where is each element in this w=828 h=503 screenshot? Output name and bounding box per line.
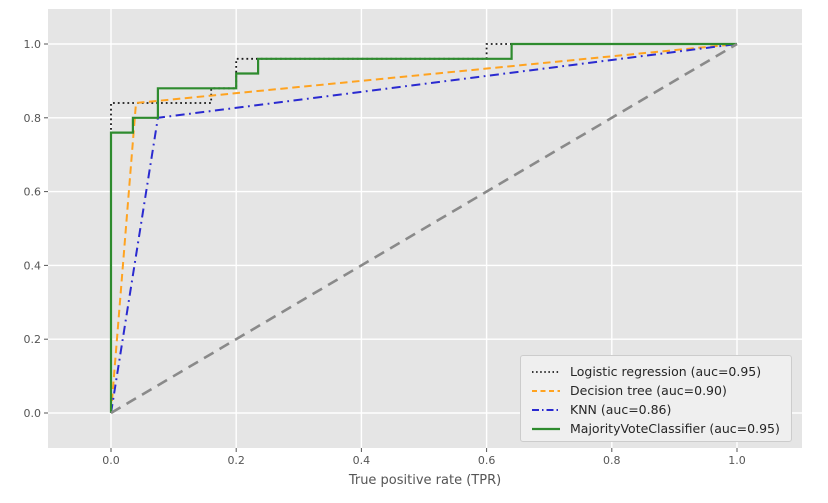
x-tick-label: 0.0 xyxy=(102,454,120,467)
solid-line-sample-icon xyxy=(532,427,560,430)
x-tick-label: 0.2 xyxy=(227,454,245,467)
dashdot-line-sample-icon xyxy=(532,408,560,411)
series-line-longdash xyxy=(110,42,738,415)
legend-item-logistic-regression: Logistic regression (auc=0.95) xyxy=(531,362,783,381)
x-tick-label: 1.0 xyxy=(728,454,746,467)
y-tick-label: 0.6 xyxy=(24,186,42,199)
y-tick-label: 0.8 xyxy=(24,112,42,125)
x-axis-label: True positive rate (TPR) xyxy=(348,473,502,488)
legend-label: KNN (auc=0.86) xyxy=(570,402,672,417)
y-tick-label: 0.2 xyxy=(24,333,42,346)
x-tick-label: 0.4 xyxy=(353,454,371,467)
dotted-line-sample-icon xyxy=(532,370,560,373)
y-tick-label: 1.0 xyxy=(24,38,42,51)
legend-item-knn: KNN (auc=0.86) xyxy=(531,400,783,419)
x-tick-label: 0.6 xyxy=(478,454,496,467)
legend-label: Logistic regression (auc=0.95) xyxy=(570,364,762,379)
series-line-dashed xyxy=(110,43,738,414)
dashed-line-sample-icon xyxy=(532,389,560,392)
series-line-dotted xyxy=(110,43,737,413)
y-tick-label: 0.0 xyxy=(24,407,42,420)
legend: Logistic regression (auc=0.95) Decision … xyxy=(520,355,792,442)
y-tick-label: 0.4 xyxy=(24,259,42,272)
legend-label: Decision tree (auc=0.90) xyxy=(570,383,727,398)
series-line-solid xyxy=(109,42,737,413)
legend-item-majority-vote-classifier: MajorityVoteClassifier (auc=0.95) xyxy=(531,419,783,438)
legend-label: MajorityVoteClassifier (auc=0.95) xyxy=(570,421,780,436)
x-tick-label: 0.8 xyxy=(603,454,621,467)
legend-item-decision-tree: Decision tree (auc=0.90) xyxy=(531,381,783,400)
